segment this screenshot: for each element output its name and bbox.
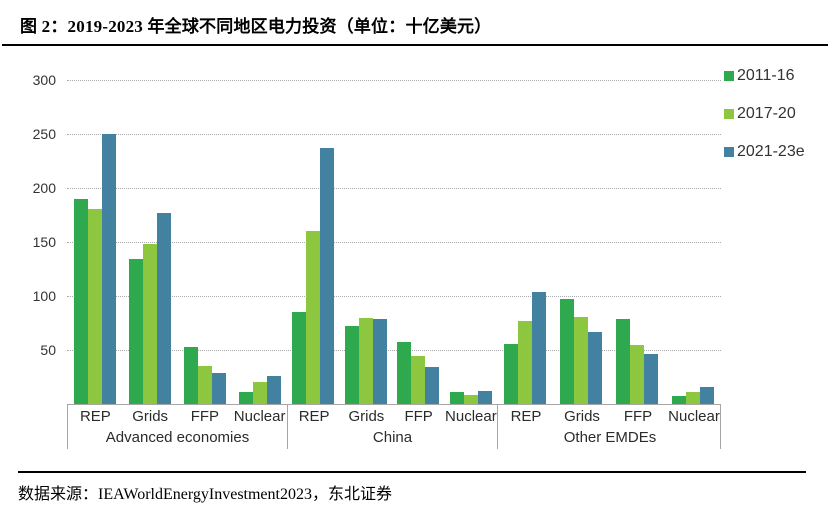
x-category-label: FFP: [404, 408, 433, 425]
legend-label: 2011-16: [737, 67, 795, 84]
bar-2011-16-advanced-economies-ffp: [183, 346, 198, 404]
bar-2011-16-china-grids: [344, 326, 359, 404]
bar-2021-23e-advanced-economies-ffp: [211, 372, 226, 404]
bar-2017-20-other-emdes-nuclear: [686, 392, 700, 404]
gridline-50: [67, 350, 721, 351]
y-tick-label: 150: [32, 234, 56, 250]
y-tick-label: 300: [32, 72, 56, 88]
bar-2021-23e-other-emdes-ffp: [644, 354, 658, 404]
bar-2017-20-other-emdes-ffp: [630, 344, 644, 404]
bar-2011-16-other-emdes-grids: [560, 299, 574, 404]
y-tick-label: 50: [40, 342, 56, 358]
x-category-row: REP Grids FFP Nuclear: [288, 405, 497, 427]
bar-2017-20-advanced-economies-ffp: [197, 366, 212, 404]
x-category-label: FFP: [190, 408, 220, 425]
x-group-label: Other EMDEs: [563, 429, 657, 446]
bar-2021-23e-other-emdes-nuclear: [700, 386, 714, 404]
x-group-cell: REP Grids FFP Nuclear Other EMDEs: [498, 405, 722, 449]
x-group-label: Advanced economies: [105, 429, 250, 446]
bar-2017-20-china-grids: [358, 317, 373, 404]
gridline-100: [67, 296, 721, 297]
legend-label: 2017-20: [737, 105, 796, 122]
x-category-label: Nuclear: [445, 408, 497, 425]
source-divider: [18, 471, 806, 473]
bar-2017-20-china-ffp: [411, 356, 426, 404]
gridline-300: [67, 80, 721, 81]
gridline-250: [67, 134, 721, 135]
x-category-label: Grids: [348, 408, 385, 425]
y-tick-label: 100: [32, 288, 56, 304]
x-group-cell: REP Grids FFP Nuclear Advanced economies: [68, 405, 288, 449]
bar-2021-23e-advanced-economies-grids: [156, 212, 171, 404]
figure-title: 图 2：2019-2023 年全球不同地区电力投资（单位：十亿美元）: [20, 17, 492, 36]
x-category-label: FFP: [623, 408, 653, 425]
grouped-bar-chart: 50 100 150 200 250 300 REP Grids FFP Nuclear Advan…: [32, 66, 805, 449]
bar-2011-16-advanced-economies-rep: [73, 198, 88, 404]
x-category-label: Nuclear: [233, 408, 286, 425]
legend-swatch-2021-23e: [724, 147, 734, 157]
bar-2017-20-china-nuclear: [463, 395, 478, 404]
bar-2011-16-advanced-economies-grids: [128, 259, 143, 404]
bar-2017-20-advanced-economies-grids: [142, 244, 157, 404]
x-category-label: Grids: [132, 408, 169, 425]
bar-2021-23e-china-grids: [372, 318, 387, 404]
y-tick-label: 250: [32, 126, 56, 142]
legend-item: 2017-20: [724, 104, 805, 124]
bar-2017-20-advanced-economies-nuclear: [252, 382, 267, 404]
bar-2021-23e-china-rep: [320, 148, 335, 404]
title-divider: [2, 44, 828, 46]
bar-2021-23e-other-emdes-grids: [588, 331, 602, 404]
bar-2017-20-advanced-economies-rep: [87, 208, 102, 404]
bar-2017-20-china-rep: [306, 231, 321, 404]
x-category-label: REP: [79, 408, 111, 425]
bar-2011-16-other-emdes-rep: [504, 343, 518, 404]
bar-2011-16-other-emdes-nuclear: [672, 396, 686, 404]
x-category-label: REP: [298, 408, 330, 425]
x-group-cell: REP Grids FFP Nuclear China: [288, 405, 498, 449]
bar-2017-20-other-emdes-rep: [518, 320, 532, 404]
y-tick-label: 200: [32, 180, 56, 196]
x-category-label: REP: [510, 408, 542, 425]
x-category-row: REP Grids FFP Nuclear: [68, 405, 287, 427]
legend-label: 2021-23e: [737, 143, 805, 160]
x-category-label: Grids: [564, 408, 600, 425]
bar-2011-16-advanced-economies-nuclear: [238, 392, 253, 404]
x-axis-label-box: REP Grids FFP Nuclear Advanced economies REP G…: [67, 404, 721, 449]
gridline-150: [67, 242, 721, 243]
bar-2021-23e-china-ffp: [425, 367, 440, 404]
legend-item: 2011-16: [724, 66, 805, 86]
data-source: 数据来源：IEAWorldEnergyInvestment2023，东北证券: [18, 486, 392, 503]
bar-2011-16-china-rep: [292, 312, 307, 404]
x-group-label: China: [372, 429, 413, 446]
gridline-200: [67, 188, 721, 189]
bar-2011-16-china-ffp: [397, 342, 412, 404]
legend-swatch-2011-16: [724, 71, 734, 81]
bar-2021-23e-advanced-economies-nuclear: [266, 375, 281, 404]
bar-2021-23e-china-nuclear: [477, 391, 492, 404]
legend: 2011-16 2017-20 2021-23e: [724, 66, 805, 180]
bar-2021-23e-advanced-economies-rep: [101, 134, 116, 404]
bar-2011-16-other-emdes-ffp: [616, 318, 630, 404]
bar-2011-16-china-nuclear: [449, 392, 464, 404]
bar-2017-20-other-emdes-grids: [574, 316, 588, 404]
legend-swatch-2017-20: [724, 109, 734, 119]
x-category-label: Nuclear: [668, 408, 720, 425]
legend-item: 2021-23e: [724, 142, 805, 162]
x-category-row: REP Grids FFP Nuclear: [498, 405, 722, 427]
bar-2021-23e-other-emdes-rep: [532, 291, 546, 404]
